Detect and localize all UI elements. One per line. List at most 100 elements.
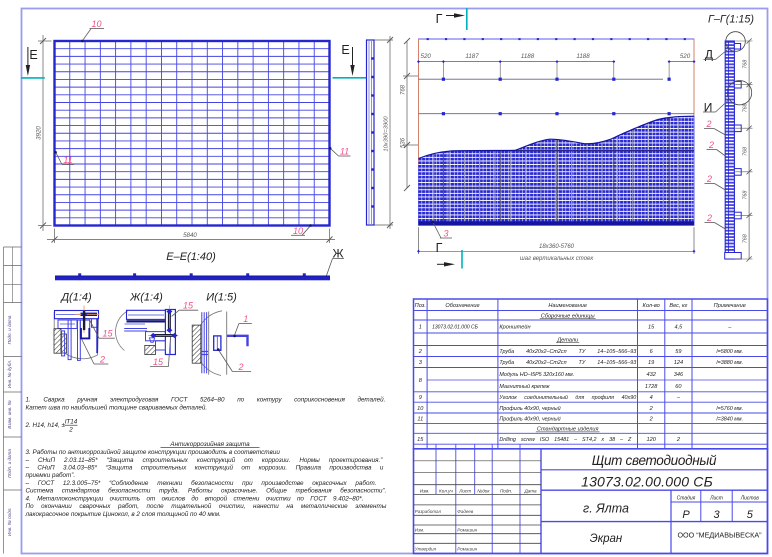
svg-text:№док: №док [477,488,490,493]
svg-text:2: 2 [706,213,712,223]
svg-text:768: 768 [743,147,749,156]
svg-text:– СНиП 2.03.11–85* “Защита стр: – СНиП 2.03.11–85* “Защита строительных … [25,456,384,464]
svg-text:8: 8 [419,378,423,384]
svg-text:Е–Е(1:40): Е–Е(1:40) [166,251,216,263]
svg-text:Стандартные изделия: Стандартные изделия [537,427,599,433]
svg-text:Магнитный крепеж: Магнитный крепеж [499,383,550,390]
svg-text:2: 2 [68,427,73,434]
svg-text:Листов: Листов [740,496,760,502]
svg-text:Г: Г [436,12,443,26]
svg-text:Подп.: Подп. [500,488,512,493]
svg-text:2: 2 [706,174,712,184]
svg-text:768: 768 [401,84,407,95]
svg-text:432: 432 [646,372,656,378]
svg-text:Стадия: Стадия [677,496,696,502]
svg-text:4. Металлоконструкции очистить: 4. Металлоконструкции очистить от окисло… [26,494,364,502]
svg-text:11: 11 [417,416,423,422]
svg-text:10: 10 [417,406,424,412]
svg-text:2: 2 [99,355,105,365]
svg-text:Подп. и дата: Подп. и дата [7,315,12,344]
svg-text:520: 520 [680,53,691,60]
svg-text:Сборочные единицы: Сборочные единицы [541,313,595,319]
svg-text:Катет шва по наибольшей толщи: Катет шва по наибольшей толщине сваривае… [26,403,208,411]
svg-text:Фадеев: Фадеев [457,509,474,514]
svg-text:Поз.: Поз. [415,303,426,309]
svg-text:Инв. № дубл.: Инв. № дубл. [7,360,12,388]
svg-text:Г: Г [436,241,443,255]
svg-text:10: 10 [91,19,101,29]
svg-text:1: 1 [419,325,422,331]
svg-text:l=3880 мм.: l=3880 мм. [716,360,743,366]
svg-text:l=3840 мм.: l=3840 мм. [716,416,743,422]
svg-text:Кронштейн: Кронштейн [499,324,530,331]
svg-text:Труба 40х20х2–Ст2сп ТУ 14–105–: Труба 40х20х2–Ст2сп ТУ 14–105–566–93 [499,349,636,355]
svg-text:Система стандартов безопасност: Система стандартов безопасности труда. Р… [26,487,387,495]
svg-text:IT14: IT14 [65,419,78,426]
svg-text:2: 2 [649,416,654,422]
svg-text:Изм.: Изм. [415,528,425,533]
svg-text:1188: 1188 [521,53,535,60]
svg-text:Утвердил: Утвердил [415,547,437,552]
svg-text:9: 9 [419,395,422,401]
svg-text:11: 11 [340,147,349,157]
svg-text:Е: Е [29,48,37,62]
svg-text:Уголок соединительный для проф: Уголок соединительный для профиля 40х90 [498,394,636,401]
svg-text:124: 124 [674,360,683,366]
svg-text:– СНиП 3.04.03–85* “Защита стр: – СНиП 3.04.03–85* “Защита строительных … [25,464,384,472]
svg-text:1187: 1187 [465,53,479,60]
svg-text:10: 10 [293,226,303,236]
svg-text:13073.02.00.000 СБ: 13073.02.00.000 СБ [581,474,713,490]
svg-text:1728: 1728 [645,384,658,390]
svg-text:4: 4 [650,395,653,401]
svg-text:– ГОСТ 12.3.005–75* “Соблюдени: – ГОСТ 12.3.005–75* “Соблюдение техники … [25,479,377,487]
svg-text:Кол.уч: Кол.уч [439,488,453,493]
svg-text:10х390=3900: 10х390=3900 [384,116,390,152]
svg-text:Изм.: Изм. [420,488,430,493]
svg-text:l=5760 мм.: l=5760 мм. [716,406,743,412]
svg-text:Кол-во: Кол-во [643,303,660,309]
svg-text:Р: Р [682,509,690,521]
svg-text:шаг вертикальных стоек: шаг вертикальных стоек [520,256,595,262]
svg-text:13073.02.01.000 СБ: 13073.02.01.000 СБ [432,325,479,331]
svg-text:768: 768 [743,234,749,243]
svg-text:60: 60 [675,384,682,390]
svg-text:–: – [676,395,681,401]
svg-text:346: 346 [674,372,684,378]
svg-text:И(1:5): И(1:5) [206,292,237,304]
svg-text:Д: Д [705,48,713,62]
svg-text:3920: 3920 [36,126,43,140]
svg-text:Разработал: Разработал [415,509,442,514]
svg-text:Вес, кг: Вес, кг [669,303,687,309]
svg-text:Детали: Детали [556,337,578,343]
svg-text:536: 536 [401,137,407,148]
svg-text:1188: 1188 [576,53,590,60]
svg-text:1: 1 [243,314,248,324]
svg-text:Д(1:4): Д(1:4) [59,292,92,304]
svg-text:Наименование: Наименование [548,303,587,309]
svg-text:Взам. инв. №: Взам. инв. № [7,400,12,428]
svg-text:120: 120 [646,437,656,443]
svg-text:лакокрасочное покрытие Цинокол: лакокрасочное покрытие Цинокол, в 2 слоя… [25,510,221,518]
svg-text:15: 15 [102,329,113,339]
svg-text:Ж(1:4): Ж(1:4) [129,292,163,304]
svg-text:3. Работы по антикоррозийной з: 3. Работы по антикоррозийной защите конс… [26,448,281,456]
svg-text:6: 6 [650,349,654,355]
svg-text:г. Ялта: г. Ялта [583,502,629,516]
svg-text:2: 2 [708,140,714,150]
svg-text:2: 2 [649,406,654,412]
svg-text:3: 3 [443,229,448,239]
svg-text:приемки работ”.: приемки работ”. [26,471,76,479]
svg-text:Профиль 40х90, черный: Профиль 40х90, черный [499,415,560,422]
svg-text:768: 768 [743,60,749,69]
svg-text:520: 520 [421,53,432,60]
svg-text:2: 2 [676,437,681,443]
svg-text:Экран: Экран [590,533,623,545]
svg-text:11: 11 [63,155,72,165]
svg-text:18х360-5760: 18х360-5760 [539,244,575,250]
svg-text:Щит светодиодный: Щит светодиодный [592,453,717,468]
svg-text:Труба 40х20х2–Ст2сп ТУ 14–105–: Труба 40х20х2–Ст2сп ТУ 14–105–566–93 [499,360,636,366]
svg-text:15: 15 [153,357,164,367]
svg-text:Ромашин: Ромашин [457,528,477,533]
svg-text:15: 15 [648,325,655,331]
svg-text:2: 2 [418,349,423,355]
